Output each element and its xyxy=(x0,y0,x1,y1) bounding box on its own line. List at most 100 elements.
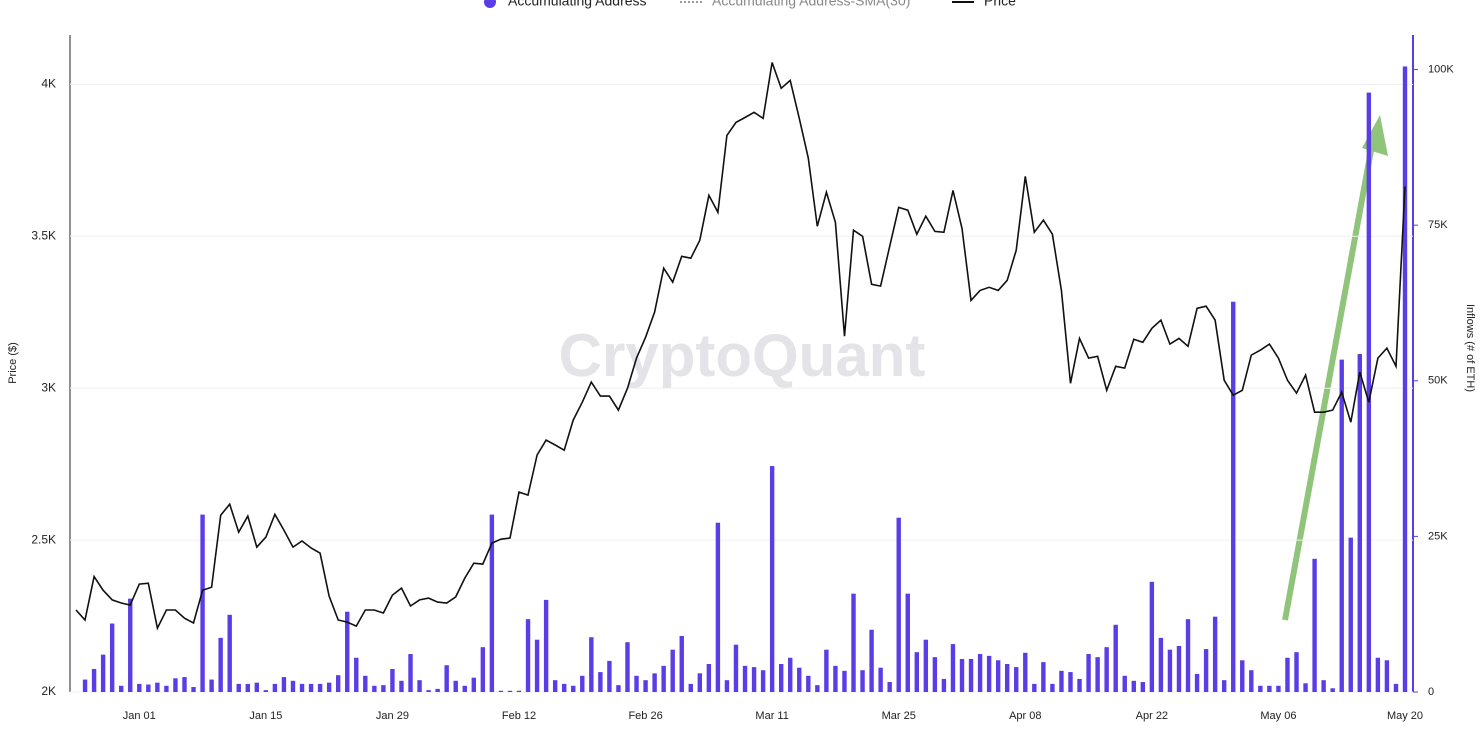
x-tick-label: Jan 15 xyxy=(249,710,282,722)
bar xyxy=(218,637,223,692)
bar xyxy=(806,675,811,692)
x-tick-label: Jan 01 xyxy=(123,710,156,722)
bar xyxy=(1041,662,1046,692)
y-tick-label: 3K xyxy=(41,380,56,394)
bar xyxy=(317,683,323,692)
bar xyxy=(525,619,531,692)
bar xyxy=(435,688,440,692)
bar xyxy=(1122,675,1127,692)
bar xyxy=(986,655,992,692)
bar xyxy=(598,672,603,692)
bar xyxy=(589,637,594,692)
bar xyxy=(688,683,693,692)
bar xyxy=(562,683,567,692)
legend-label: Price xyxy=(984,0,1016,9)
bar xyxy=(408,654,413,692)
bar xyxy=(769,466,775,692)
bar xyxy=(833,665,838,692)
bar xyxy=(1330,688,1335,692)
x-tick-label: Feb 26 xyxy=(628,710,662,722)
bar xyxy=(932,657,938,692)
y2-tick-label: 100K xyxy=(1428,63,1454,75)
bar xyxy=(1158,637,1164,692)
bar xyxy=(109,623,115,692)
bar xyxy=(1276,685,1281,692)
bar xyxy=(489,514,495,692)
bar xyxy=(1321,680,1326,692)
bar xyxy=(164,685,169,692)
bar xyxy=(625,642,630,692)
bar xyxy=(227,614,232,692)
bar xyxy=(254,682,260,692)
bar xyxy=(462,685,467,692)
bar xyxy=(1140,682,1146,692)
bar xyxy=(1023,652,1028,692)
y2-axis-title: Inflows (# of ETH) xyxy=(1464,304,1476,392)
bar xyxy=(146,684,151,692)
bar xyxy=(91,668,97,692)
y-tick-label: 3.5K xyxy=(31,228,56,242)
x-tick-label: Mar 11 xyxy=(755,710,788,722)
bar xyxy=(1258,685,1263,692)
bar xyxy=(299,683,305,692)
bar xyxy=(1068,672,1073,692)
bar xyxy=(851,593,856,692)
bar xyxy=(335,675,341,692)
bar xyxy=(128,598,133,692)
bar xyxy=(390,668,395,692)
y-tick-label: 2K xyxy=(41,684,56,698)
bar xyxy=(173,678,178,692)
y2-tick-label: 75K xyxy=(1428,219,1448,231)
bar xyxy=(399,680,404,692)
bar xyxy=(1095,657,1100,692)
bar xyxy=(534,639,540,692)
bar xyxy=(1384,660,1390,692)
bar xyxy=(290,680,296,692)
legend-marker xyxy=(484,0,496,8)
bar xyxy=(959,659,965,692)
x-tick-label: Mar 25 xyxy=(882,710,916,722)
bar xyxy=(950,644,956,692)
bar xyxy=(923,639,929,692)
bar xyxy=(896,517,901,692)
bar xyxy=(1104,647,1109,692)
bar xyxy=(1375,657,1381,692)
bar xyxy=(842,670,847,692)
bar xyxy=(1005,663,1010,692)
bar xyxy=(1149,581,1155,692)
bar xyxy=(372,685,377,692)
x-tick-label: Apr 22 xyxy=(1136,710,1168,722)
bar xyxy=(778,663,784,692)
bar xyxy=(797,667,802,692)
bar xyxy=(941,678,947,692)
y2-tick-label: 0 xyxy=(1428,686,1434,698)
bar xyxy=(1203,649,1209,692)
x-tick-label: May 20 xyxy=(1387,710,1423,722)
bar xyxy=(236,683,241,692)
bar xyxy=(100,654,106,692)
bar xyxy=(426,690,431,692)
bar xyxy=(715,522,721,692)
bar xyxy=(182,677,187,692)
bar xyxy=(878,667,883,692)
bar xyxy=(995,660,1001,692)
bar xyxy=(200,514,205,692)
bar xyxy=(634,675,639,692)
bar xyxy=(977,654,983,692)
bar xyxy=(1032,683,1037,692)
bar xyxy=(245,683,250,692)
bar xyxy=(733,644,739,692)
annotation-arrow xyxy=(1282,144,1375,621)
x-tick-label: Jan 29 xyxy=(376,710,409,722)
bar xyxy=(788,657,793,692)
bar xyxy=(326,682,332,692)
legend-label: Accumulating Address xyxy=(508,0,647,9)
bar xyxy=(155,682,160,692)
bar xyxy=(742,665,748,692)
bar xyxy=(498,690,504,692)
bar xyxy=(1077,678,1082,692)
bar xyxy=(580,675,585,692)
bar xyxy=(444,665,449,692)
bar xyxy=(354,657,359,692)
